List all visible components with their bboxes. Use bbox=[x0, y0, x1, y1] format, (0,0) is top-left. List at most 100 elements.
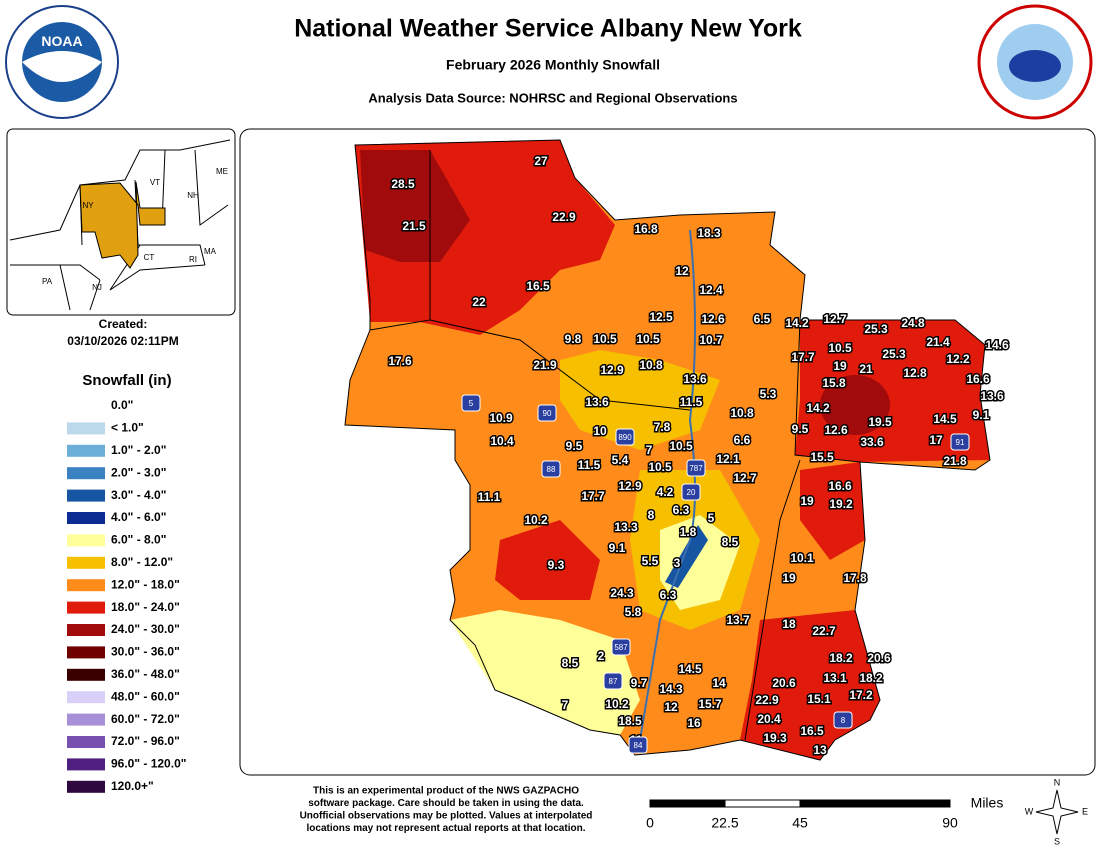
snowfall-value: 22.9 bbox=[552, 210, 576, 224]
title: National Weather Service Albany New York bbox=[294, 15, 802, 43]
legend-swatch bbox=[67, 534, 105, 547]
legend: 0.0" < 1.0" 1.0" - 2.0" 2.0" - 3.0" 3.0" - 4… bbox=[67, 398, 186, 793]
inset-label: NH bbox=[187, 191, 199, 200]
legend-label: < 1.0" bbox=[111, 421, 144, 435]
snowfall-value: 9.8 bbox=[565, 332, 582, 346]
inset-label: PA bbox=[42, 277, 53, 286]
snowfall-value: 19.2 bbox=[829, 497, 853, 511]
noaa-logo: NOAA bbox=[5, 5, 119, 119]
snowfall-value: 18 bbox=[782, 617, 796, 631]
legend-swatch bbox=[67, 512, 105, 524]
highway-shield bbox=[686, 459, 706, 477]
snowfall-value: 22 bbox=[472, 295, 486, 309]
snowfall-value: 13 bbox=[813, 743, 827, 757]
snowfall-value: 15.5 bbox=[810, 450, 834, 464]
snowfall-value: 22.7 bbox=[812, 624, 836, 638]
snowfall-value: 15.1 bbox=[807, 692, 831, 706]
legend-swatch bbox=[67, 758, 105, 771]
snowfall-value: 6.6 bbox=[734, 433, 751, 447]
snowfall-value: 9.3 bbox=[548, 558, 565, 572]
inset-label: RI bbox=[189, 255, 197, 264]
legend-label: 4.0" - 6.0" bbox=[111, 510, 166, 524]
snowfall-value: 1.8 bbox=[680, 525, 697, 539]
legend-label: 2.0" - 3.0" bbox=[111, 465, 166, 479]
legend-label: 48.0" - 60.0" bbox=[111, 689, 180, 703]
snowfall-value: 16.5 bbox=[526, 279, 550, 293]
snowfall-value: 12.6 bbox=[701, 312, 725, 326]
snowfall-value: 8.5 bbox=[722, 535, 739, 549]
snowfall-value: 10.9 bbox=[489, 411, 513, 425]
snowfall-value: 11.5 bbox=[578, 458, 601, 472]
snowfall-value: 17.8 bbox=[843, 571, 867, 585]
snowfall-value: 14.6 bbox=[985, 338, 1009, 352]
snowfall-value: 12.7 bbox=[733, 471, 757, 485]
snowfall-value: 9.1 bbox=[609, 541, 626, 555]
legend-swatch bbox=[67, 444, 105, 457]
scale-segment bbox=[724, 799, 801, 808]
snowfall-value: 20.6 bbox=[867, 651, 891, 665]
snowfall-value: 25.3 bbox=[864, 322, 888, 336]
legend-label: 24.0" - 30.0" bbox=[111, 622, 180, 636]
snowfall-value: 10.5 bbox=[828, 341, 852, 355]
highway-number: 20 bbox=[687, 488, 696, 497]
snowfall-value: 12.2 bbox=[946, 352, 970, 366]
highway-shield bbox=[537, 404, 557, 422]
inset-label: ME bbox=[216, 167, 228, 176]
snowfall-value: 18.2 bbox=[859, 671, 883, 685]
snowfall-value: 21.5 bbox=[402, 219, 426, 233]
inset-label: VT bbox=[150, 178, 160, 187]
legend-title: Snowfall (in) bbox=[82, 372, 171, 389]
snowfall-value: 8 bbox=[648, 508, 655, 522]
snowfall-value: 19 bbox=[782, 571, 796, 585]
snowfall-value: 12.9 bbox=[600, 363, 624, 377]
svg-text:NOAA: NOAA bbox=[41, 33, 82, 49]
snowfall-value: 10 bbox=[593, 424, 607, 438]
highway-shield bbox=[681, 483, 701, 501]
snowfall-value: 6.3 bbox=[660, 588, 677, 602]
snowfall-value: 18.2 bbox=[829, 651, 853, 665]
snowfall-value: 14.5 bbox=[678, 662, 702, 676]
snowfall-value: 15.7 bbox=[698, 697, 722, 711]
snowfall-value: 18.5 bbox=[618, 714, 642, 728]
snowfall-value: 5 bbox=[708, 511, 715, 525]
legend-label: 96.0" - 120.0" bbox=[111, 757, 186, 771]
scale-label: 90 bbox=[942, 815, 958, 831]
snowfall-value: 25.3 bbox=[882, 347, 906, 361]
inset-label: NJ bbox=[92, 283, 102, 292]
legend-swatch bbox=[67, 467, 105, 480]
snowfall-value: 7 bbox=[562, 698, 569, 712]
snowfall-value: 7.8 bbox=[654, 420, 671, 434]
highway-shield bbox=[541, 460, 561, 478]
compass-letter: N bbox=[1054, 777, 1061, 787]
highway-number: 587 bbox=[614, 643, 628, 652]
snowfall-value: 19.3 bbox=[763, 731, 787, 745]
snowfall-value: 14.2 bbox=[785, 316, 809, 330]
snowfall-value: 33.6 bbox=[860, 435, 884, 449]
created-date: 03/10/2026 02:11PM bbox=[67, 334, 178, 348]
snowfall-value: 14 bbox=[712, 676, 726, 690]
snowfall-value: 10.5 bbox=[593, 332, 617, 346]
legend-swatch bbox=[67, 579, 105, 592]
snowfall-value: 9.5 bbox=[792, 422, 809, 436]
highway-shield bbox=[461, 394, 481, 412]
snowfall-value: 10.4 bbox=[490, 434, 514, 448]
snowfall-value: 14.3 bbox=[659, 682, 683, 696]
snowfall-value: 28.5 bbox=[391, 177, 415, 191]
legend-label: 3.0" - 4.0" bbox=[111, 488, 166, 502]
compass bbox=[1035, 789, 1079, 835]
snowfall-value: 6.3 bbox=[673, 503, 690, 517]
highway-shield bbox=[603, 672, 623, 690]
legend-swatch bbox=[67, 668, 105, 681]
snowfall-value: 10.7 bbox=[699, 333, 723, 347]
highway-shield bbox=[615, 428, 635, 446]
snowfall-value: 13.6 bbox=[683, 372, 707, 386]
highway-number: 890 bbox=[618, 433, 632, 442]
legend-label: 12.0" - 18.0" bbox=[111, 577, 180, 591]
legend-label: 30.0" - 36.0" bbox=[111, 645, 180, 659]
snowfall-value: 13.6 bbox=[585, 395, 609, 409]
scale-bar: 0 22.5 45 90 Miles bbox=[646, 795, 1003, 831]
snowfall-value: 14.2 bbox=[806, 401, 830, 415]
snowfall-value: 12.4 bbox=[699, 283, 723, 297]
